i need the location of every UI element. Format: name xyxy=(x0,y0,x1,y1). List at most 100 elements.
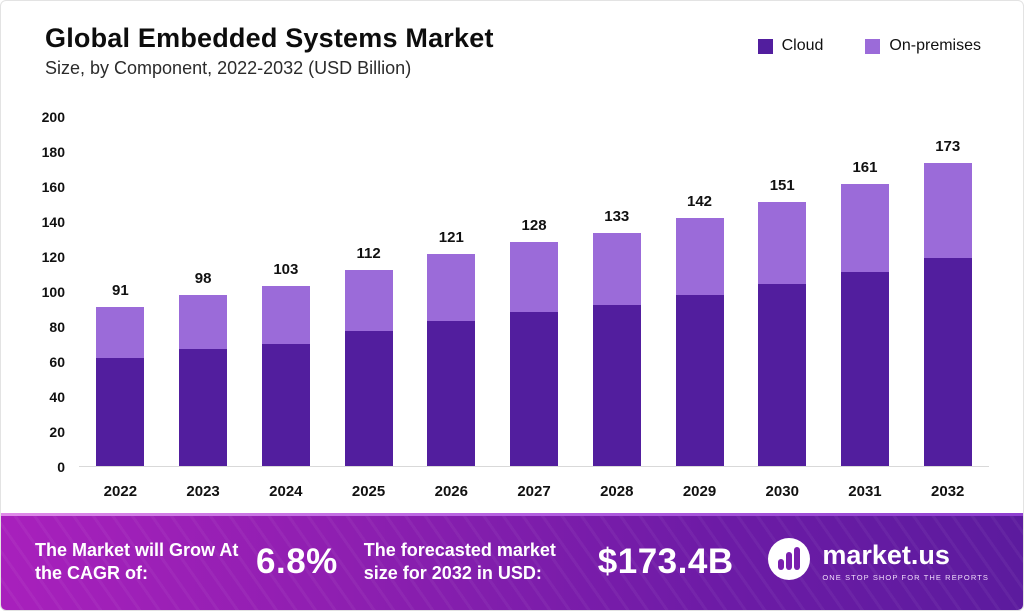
forecast-label: The forecasted market size for 2032 in U… xyxy=(363,540,556,583)
legend-item-on-premises: On-premises xyxy=(865,37,981,55)
bar-segment-on-premises xyxy=(510,242,559,312)
legend-swatch xyxy=(865,38,881,54)
y-axis: 0 20 40 60 80 100 120 140 160 180 200 xyxy=(23,109,65,475)
bar-total-label: 173 xyxy=(935,138,961,156)
bar-total-label: 121 xyxy=(438,229,464,247)
bar-segment-cloud xyxy=(96,357,145,466)
y-axis-label: 40 xyxy=(49,389,65,405)
y-axis-label: 120 xyxy=(41,249,65,265)
x-axis-label: 2022 xyxy=(103,483,138,500)
brand-tagline: ONE STOP SHOP FOR THE REPORTS xyxy=(822,572,989,582)
x-axis-label: 2028 xyxy=(600,483,634,500)
x-axis-label: 2031 xyxy=(848,483,882,500)
x-axis-label: 2032 xyxy=(931,483,965,500)
x-axis-label: 2027 xyxy=(517,483,551,500)
marketus-brand: market.us ONE STOP SHOP FOR THE REPORTS xyxy=(767,537,989,586)
bar-column-2029: 142 2029 xyxy=(658,117,741,500)
brand-text: market.us ONE STOP SHOP FOR THE REPORTS xyxy=(822,539,989,582)
bar-segment-cloud xyxy=(592,305,641,466)
x-axis-label: 2023 xyxy=(186,483,220,500)
bar-total-label: 161 xyxy=(852,159,878,177)
y-axis-label: 20 xyxy=(49,424,65,440)
y-axis-label: 160 xyxy=(41,179,65,195)
bar-total-label: 151 xyxy=(769,176,795,194)
bar-segment-cloud xyxy=(179,348,228,466)
marketus-logo-icon xyxy=(767,537,811,586)
bar-segment-on-premises xyxy=(96,306,145,358)
bar-segment-on-premises xyxy=(179,294,228,349)
stacked-bar xyxy=(96,306,145,466)
stacked-bar xyxy=(592,233,641,466)
bar-segment-on-premises xyxy=(261,285,310,344)
legend-item-cloud: Cloud xyxy=(757,37,824,55)
bar-column-2024: 103 2024 xyxy=(244,117,327,500)
y-axis-label: 200 xyxy=(41,109,65,125)
x-axis-label: 2024 xyxy=(269,483,303,500)
cagr-value: 6.8% xyxy=(256,541,338,581)
x-axis-label: 2029 xyxy=(682,483,717,500)
stacked-bar xyxy=(510,242,559,466)
stacked-bar xyxy=(261,285,310,466)
bar-segment-cloud xyxy=(923,257,972,466)
cagr-label: The Market will Grow At the CAGR of: xyxy=(35,540,239,583)
x-axis-label: 2026 xyxy=(434,483,468,500)
bar-segment-cloud xyxy=(344,331,393,466)
stacked-bar xyxy=(179,294,228,466)
legend-label: Cloud xyxy=(781,37,824,54)
bar-segment-on-premises xyxy=(344,270,393,332)
y-axis-label: 140 xyxy=(41,214,65,230)
bar-column-2022: 91 2022 xyxy=(79,117,162,500)
y-axis-label: 0 xyxy=(57,459,65,475)
header: Global Embedded Systems Market Size, by … xyxy=(1,1,1023,79)
y-axis-label: 100 xyxy=(41,284,65,300)
bar-segment-cloud xyxy=(261,343,310,466)
bar-segment-cloud xyxy=(427,320,476,466)
bar-column-2026: 121 2026 xyxy=(410,117,493,500)
stacked-bar xyxy=(758,201,807,466)
legend-label: On-premises xyxy=(889,37,981,54)
y-axis-label: 80 xyxy=(49,319,65,335)
bar-segment-on-premises xyxy=(427,254,476,321)
stacked-bar xyxy=(840,184,889,466)
brand-name: market.us xyxy=(822,539,950,570)
stacked-bar xyxy=(427,254,476,466)
bar-total-label: 98 xyxy=(194,269,212,287)
bar-segment-cloud xyxy=(510,312,559,466)
plot-area: 91 2022 98 2023 103 2024 112 2025 121 2026 128 2027… xyxy=(79,117,989,500)
bar-column-2031: 161 2031 xyxy=(824,117,907,500)
bar-total-label: 103 xyxy=(273,260,299,278)
bar-total-label: 142 xyxy=(686,192,713,210)
bar-column-2027: 128 2027 xyxy=(493,117,576,500)
legend-swatch xyxy=(757,38,773,54)
forecast-value: $173.4B xyxy=(597,541,734,581)
bar-segment-cloud xyxy=(675,294,724,466)
footer-banner: The Market will Grow At the CAGR of: 6.8… xyxy=(1,513,1023,610)
bar-segment-cloud xyxy=(840,271,889,466)
page-title: Global Embedded Systems Market xyxy=(45,23,494,53)
page-subtitle: Size, by Component, 2022-2032 (USD Billi… xyxy=(45,58,412,78)
bar-segment-cloud xyxy=(758,284,807,466)
stacked-bar xyxy=(344,270,393,466)
stacked-bar xyxy=(675,217,724,466)
bar-segment-on-premises xyxy=(675,217,724,295)
x-axis-label: 2030 xyxy=(765,483,799,500)
bar-total-label: 91 xyxy=(112,281,129,299)
stacked-bar xyxy=(923,163,972,466)
bar-column-2025: 112 2025 xyxy=(327,117,410,500)
y-axis-label: 180 xyxy=(41,144,65,160)
bar-total-label: 112 xyxy=(356,245,381,262)
bar-segment-on-premises xyxy=(758,201,807,284)
bar-column-2030: 151 2030 xyxy=(741,117,824,500)
bar-segment-on-premises xyxy=(592,233,641,305)
x-axis-label: 2025 xyxy=(351,483,386,500)
bar-column-2023: 98 2023 xyxy=(162,117,245,500)
bar-segment-on-premises xyxy=(923,163,972,258)
chart-legend: Cloud On-premises xyxy=(757,37,981,55)
bar-segment-on-premises xyxy=(840,184,889,272)
bar-column-2032: 173 2032 xyxy=(906,117,989,500)
bar-column-2028: 133 2028 xyxy=(575,117,658,500)
bar-total-label: 133 xyxy=(604,208,630,226)
title-block: Global Embedded Systems Market Size, by … xyxy=(45,23,494,79)
bar-total-label: 128 xyxy=(521,217,547,234)
